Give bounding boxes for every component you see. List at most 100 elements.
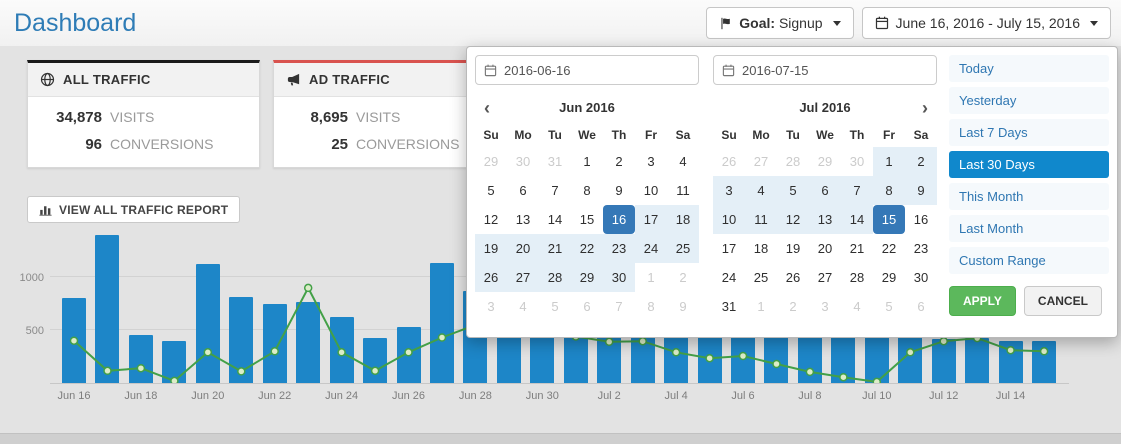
day-cell[interactable]: 24 <box>721 270 737 285</box>
day-cell[interactable]: 9 <box>679 299 687 314</box>
day-cell[interactable]: 21 <box>849 241 865 256</box>
day-cell[interactable]: 11 <box>676 183 690 198</box>
day-cell[interactable]: 2 <box>789 299 797 314</box>
range-item-last-month[interactable]: Last Month <box>949 215 1109 242</box>
day-cell[interactable]: 16 <box>913 212 929 227</box>
day-cell[interactable]: 30 <box>913 270 929 285</box>
range-item-today[interactable]: Today <box>949 55 1109 82</box>
day-cell[interactable]: 3 <box>487 299 495 314</box>
day-cell[interactable]: 4 <box>679 154 687 169</box>
day-cell[interactable]: 3 <box>821 299 829 314</box>
day-cell[interactable]: 15 <box>873 205 905 234</box>
range-item-yesterday[interactable]: Yesterday <box>949 87 1109 114</box>
day-cell[interactable]: 19 <box>785 241 801 256</box>
day-cell[interactable]: 5 <box>777 176 809 205</box>
day-cell[interactable]: 13 <box>809 205 841 234</box>
day-cell[interactable]: 2 <box>679 270 687 285</box>
day-cell[interactable]: 4 <box>745 176 777 205</box>
day-cell[interactable]: 2 <box>905 147 937 176</box>
goal-button[interactable]: Goal: Signup <box>706 7 854 39</box>
day-cell[interactable]: 8 <box>583 183 591 198</box>
day-cell[interactable]: 4 <box>519 299 527 314</box>
day-cell[interactable]: 15 <box>579 212 595 227</box>
day-cell[interactable]: 26 <box>475 263 507 292</box>
day-cell[interactable]: 29 <box>817 154 833 169</box>
day-cell[interactable]: 24 <box>635 234 667 263</box>
day-cell[interactable]: 11 <box>745 205 777 234</box>
range-item-this-month[interactable]: This Month <box>949 183 1109 210</box>
range-item-last-7-days[interactable]: Last 7 Days <box>949 119 1109 146</box>
day-cell[interactable]: 18 <box>753 241 769 256</box>
day-cell[interactable]: 9 <box>905 176 937 205</box>
day-cell[interactable]: 26 <box>721 154 737 169</box>
prev-month-button[interactable]: ‹ <box>484 98 490 118</box>
day-cell[interactable]: 6 <box>917 299 925 314</box>
day-cell[interactable]: 2 <box>615 154 623 169</box>
day-cell[interactable]: 7 <box>615 299 623 314</box>
day-cell[interactable]: 23 <box>603 234 635 263</box>
day-cell[interactable]: 1 <box>647 270 655 285</box>
next-month-button[interactable]: › <box>922 98 928 118</box>
day-cell[interactable]: 18 <box>667 205 699 234</box>
day-cell[interactable]: 29 <box>571 263 603 292</box>
day-cell[interactable]: 6 <box>809 176 841 205</box>
day-cell[interactable]: 25 <box>753 270 769 285</box>
day-cell[interactable]: 10 <box>713 205 745 234</box>
day-cell[interactable]: 14 <box>841 205 873 234</box>
day-cell[interactable]: 14 <box>547 212 563 227</box>
day-cell[interactable]: 10 <box>643 183 659 198</box>
day-cell[interactable]: 3 <box>713 176 745 205</box>
day-cell[interactable]: 20 <box>817 241 833 256</box>
day-cell[interactable]: 5 <box>487 183 495 198</box>
range-item-custom-range[interactable]: Custom Range <box>949 247 1109 274</box>
day-cell[interactable]: 1 <box>583 154 591 169</box>
day-cell[interactable]: 30 <box>849 154 865 169</box>
day-cell[interactable]: 8 <box>647 299 655 314</box>
view-report-button[interactable]: VIEW ALL TRAFFIC REPORT <box>27 196 241 223</box>
start-date-input[interactable] <box>504 62 690 78</box>
day-cell[interactable]: 29 <box>483 154 499 169</box>
day-cell[interactable]: 21 <box>539 234 571 263</box>
day-cell[interactable]: 20 <box>507 234 539 263</box>
day-cell[interactable]: 28 <box>539 263 571 292</box>
range-item-last-30-days[interactable]: Last 30 Days <box>949 151 1109 178</box>
day-cell[interactable]: 1 <box>757 299 765 314</box>
day-cell[interactable]: 12 <box>483 212 499 227</box>
day-cell[interactable]: 5 <box>551 299 559 314</box>
day-cell[interactable]: 22 <box>571 234 603 263</box>
day-cell[interactable]: 30 <box>603 263 635 292</box>
day-cell[interactable]: 7 <box>551 183 559 198</box>
day-cell[interactable]: 28 <box>785 154 801 169</box>
day-cell[interactable]: 27 <box>753 154 769 169</box>
day-cell[interactable]: 28 <box>849 270 865 285</box>
end-date-input[interactable] <box>742 62 928 78</box>
day-cell[interactable]: 8 <box>873 176 905 205</box>
day-cell[interactable]: 26 <box>785 270 801 285</box>
day-cell[interactable]: 29 <box>881 270 897 285</box>
day-cell[interactable]: 23 <box>913 241 929 256</box>
day-cell[interactable]: 27 <box>817 270 833 285</box>
cancel-button[interactable]: CANCEL <box>1023 286 1102 316</box>
day-cell[interactable]: 5 <box>885 299 893 314</box>
day-cell[interactable]: 27 <box>507 263 539 292</box>
day-cell[interactable]: 31 <box>721 299 737 314</box>
day-cell[interactable]: 3 <box>647 154 655 169</box>
daterange-button[interactable]: June 16, 2016 - July 15, 2016 <box>861 7 1111 39</box>
day-cell[interactable]: 25 <box>667 234 699 263</box>
day-cell[interactable]: 7 <box>841 176 873 205</box>
day-cell[interactable]: 4 <box>853 299 861 314</box>
day-cell[interactable]: 16 <box>603 205 635 234</box>
day-cell[interactable]: 30 <box>515 154 531 169</box>
apply-button[interactable]: APPLY <box>949 286 1016 316</box>
day-cell[interactable]: 13 <box>515 212 531 227</box>
day-cell[interactable]: 19 <box>475 234 507 263</box>
day-cell[interactable]: 1 <box>873 147 905 176</box>
day-cell[interactable]: 17 <box>635 205 667 234</box>
day-cell[interactable]: 31 <box>547 154 563 169</box>
day-cell[interactable]: 6 <box>519 183 527 198</box>
day-cell[interactable]: 6 <box>583 299 591 314</box>
day-cell[interactable]: 22 <box>881 241 897 256</box>
day-cell[interactable]: 17 <box>721 241 737 256</box>
day-cell[interactable]: 12 <box>777 205 809 234</box>
day-cell[interactable]: 9 <box>615 183 623 198</box>
